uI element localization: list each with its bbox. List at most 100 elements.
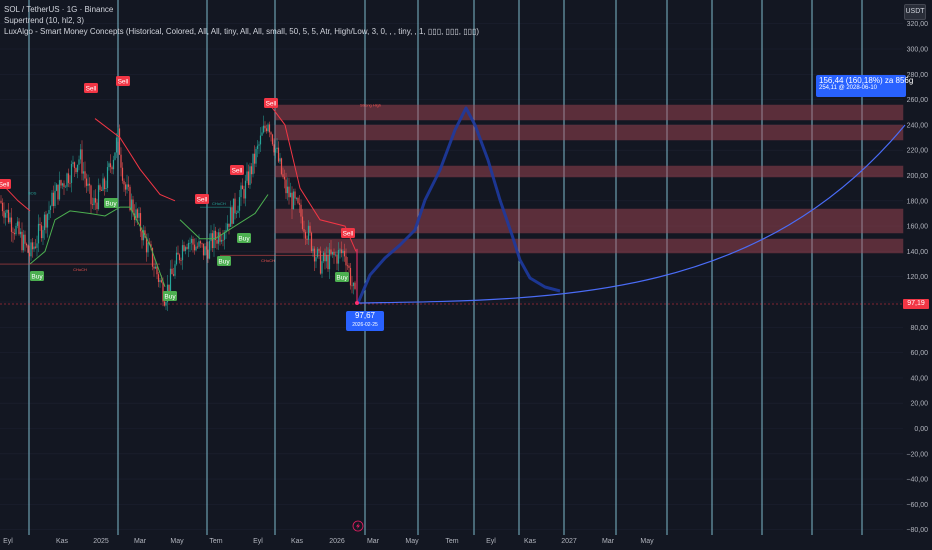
candle-body (178, 254, 181, 261)
candle-body (72, 162, 74, 164)
price-axis-label: 40,00 (910, 375, 928, 382)
sell-signal: Sell (84, 83, 98, 93)
time-axis-label: Mar (367, 538, 380, 545)
candle-body (42, 230, 44, 239)
candle-body (217, 232, 220, 244)
sell-text: Sell (118, 78, 129, 85)
axes: 320,00 300,00 280,00 260,00 240,00 220,00 200,… (3, 21, 928, 545)
candle-body (48, 210, 50, 215)
sell-badge (0, 179, 11, 189)
current-price-label[interactable]: 97,67 2026-02-25 (346, 311, 384, 331)
candle-body (180, 260, 182, 262)
currency-button[interactable]: USDT (904, 4, 926, 20)
candle-body (1, 202, 4, 212)
candle-body (351, 285, 353, 287)
sell-signal: Sell (195, 194, 209, 204)
candle-body (279, 158, 281, 162)
price-axis-label: −80,00 (906, 527, 928, 534)
candle-body (87, 183, 89, 186)
supply-zone (274, 165, 904, 178)
candle-body (187, 242, 190, 249)
candle-body (39, 223, 41, 226)
candle-body (340, 249, 343, 254)
time-axis-label: 2026 (329, 538, 345, 545)
candle-body (112, 159, 115, 170)
sell-badge (341, 228, 355, 238)
candle-body (325, 254, 328, 262)
legend-symbol[interactable]: SOL / TetherUS · 1G · Binance (4, 5, 114, 14)
candle-body (274, 149, 277, 153)
candle-body (52, 192, 55, 206)
time-axis-label: Mar (134, 538, 147, 545)
legend-smc[interactable]: LuxAlgo - Smart Money Concepts (Historic… (4, 27, 480, 36)
candle-body (24, 234, 26, 244)
supertrend-line (29, 206, 166, 287)
supply-zone (274, 104, 904, 121)
candle-body (136, 209, 139, 218)
candle-body (346, 265, 349, 267)
candle-body (4, 212, 7, 218)
candle-body (165, 302, 167, 306)
candle-body (51, 192, 53, 207)
time-axis-label: 2025 (93, 538, 109, 545)
candle-body (78, 159, 80, 165)
candle-body (103, 178, 106, 189)
candle-body (97, 185, 100, 210)
projection-label[interactable]: 156,44 (160,18%) za 856g 254,11 @ 2028-0… (816, 75, 913, 97)
candle-body (70, 163, 73, 183)
legend-supertrend[interactable]: Supertrend (10, hl2, 3) (4, 16, 85, 25)
candle-body (268, 124, 271, 133)
price-axis-label: −40,00 (906, 477, 928, 484)
candle-body (57, 184, 59, 200)
supply-zone (274, 124, 904, 141)
price-axis-label: 0,00 (914, 426, 928, 433)
candle-body (310, 232, 313, 252)
candle-body (261, 132, 263, 136)
candle-body (276, 147, 278, 150)
candle-body (202, 243, 205, 256)
candle-body (160, 280, 163, 283)
candle-body (66, 173, 68, 187)
candle-body (241, 185, 244, 190)
candle-body (79, 149, 82, 160)
candle-body (328, 249, 331, 270)
sell-signal: Sell (116, 76, 130, 86)
time-axis-label: Kas (56, 538, 69, 545)
supertrend-line (94, 118, 176, 202)
candle-body (198, 241, 200, 247)
price-axis-label: 280,00 (907, 72, 929, 79)
candle-body (246, 171, 248, 181)
candle-body (130, 199, 133, 211)
candle-body (286, 186, 289, 194)
candle-body (162, 282, 164, 302)
candle-body (226, 223, 229, 231)
candle-body (256, 145, 259, 149)
candle-body (240, 185, 242, 198)
projection-drawing[interactable] (355, 106, 906, 305)
candle-body (295, 198, 298, 199)
candle-body (186, 247, 188, 249)
lightning-icon[interactable] (352, 520, 364, 532)
sell-text: Sell (343, 230, 354, 237)
sell-signal: Sell (0, 179, 11, 189)
candle-body (117, 128, 119, 138)
candle-body (253, 153, 256, 164)
candle-body (64, 186, 67, 188)
candle-body (289, 192, 292, 198)
candle-body (336, 254, 338, 264)
candle-body (327, 254, 329, 270)
sell-badge (230, 165, 244, 175)
candle-body (60, 180, 62, 186)
candle-body (91, 204, 94, 206)
candle-body (153, 266, 155, 269)
candle-body (352, 282, 355, 286)
candle-body (211, 233, 214, 249)
candle-body (262, 125, 265, 133)
price-axis-label: 180,00 (907, 198, 929, 205)
candle-body (55, 184, 58, 191)
candle-body (306, 238, 308, 240)
price-axis-label: 220,00 (907, 148, 929, 155)
candle-body (319, 250, 322, 274)
candle-body (199, 241, 202, 244)
